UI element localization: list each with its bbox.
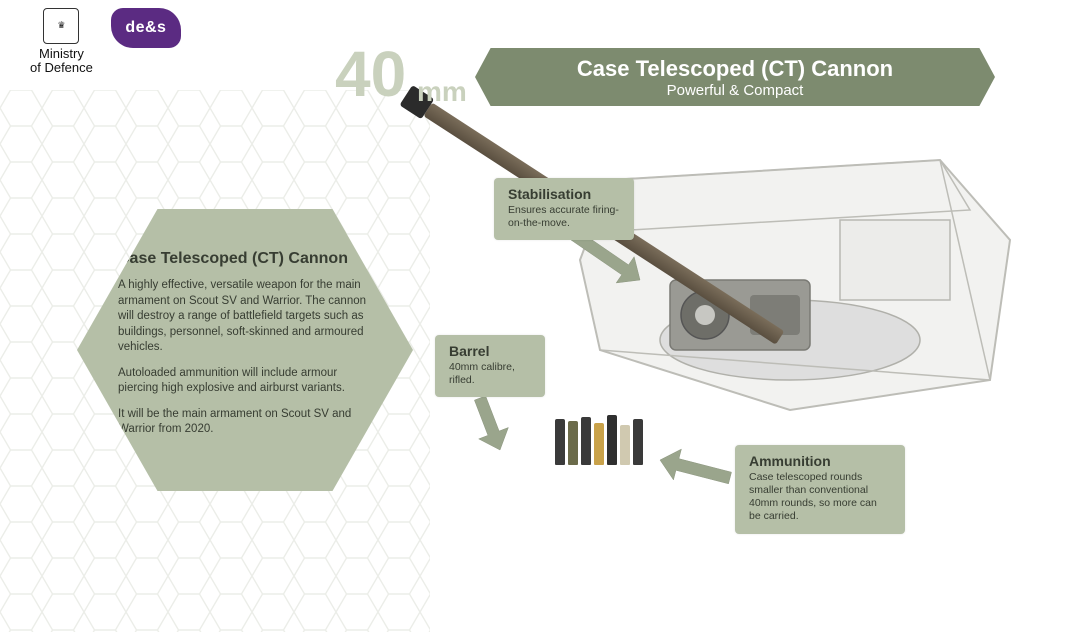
callout-barrel: Barrel 40mm calibre, rifled. xyxy=(435,335,545,397)
callout-stabilisation-heading: Stabilisation xyxy=(508,186,620,202)
callout-stabilisation-text: Ensures accurate firing-on-the-move. xyxy=(508,204,620,230)
callout-barrel-text: 40mm calibre, rifled. xyxy=(449,361,531,387)
callout-ammunition-heading: Ammunition xyxy=(749,453,891,469)
callout-ammunition-text: Case telescoped rounds smaller than conv… xyxy=(749,471,891,524)
callout-ammunition: Ammunition Case telescoped rounds smaller… xyxy=(735,445,905,534)
callout-arrows xyxy=(0,0,1089,632)
callout-stabilisation: Stabilisation Ensures accurate firing-on-… xyxy=(494,178,634,240)
callout-barrel-heading: Barrel xyxy=(449,343,531,359)
